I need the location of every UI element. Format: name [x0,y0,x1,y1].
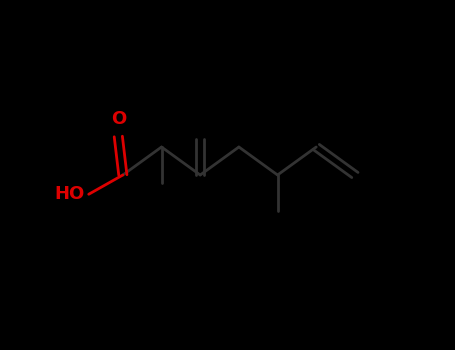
Text: O: O [111,110,126,128]
Text: HO: HO [54,185,84,203]
